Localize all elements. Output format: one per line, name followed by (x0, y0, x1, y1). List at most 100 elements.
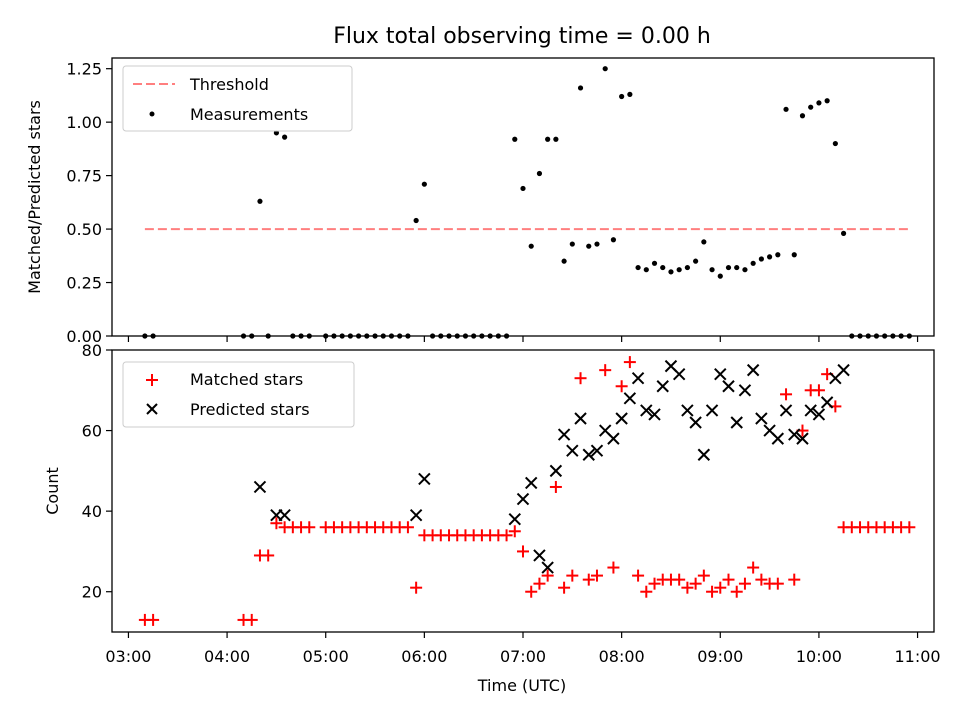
y-tick-label: 1.25 (66, 60, 102, 79)
measurements-point (668, 269, 674, 275)
predicted-stars-point (557, 428, 571, 441)
measurements-point (421, 181, 427, 187)
predicted-stars-point (804, 404, 817, 417)
y-tick-label: 60 (82, 422, 102, 441)
predicted-stars-point (746, 363, 760, 377)
measurements-point (808, 104, 814, 110)
chart-title: Flux total observing time = 0.00 h (333, 24, 711, 49)
matched-stars-point (590, 569, 603, 582)
measurements-point (545, 136, 551, 142)
count-legend-box (122, 361, 355, 428)
predicted-stars-point (672, 367, 686, 381)
predicted-stars-point (278, 508, 291, 522)
matched-stars-point (607, 561, 620, 574)
x-tick-label: 07:00 (500, 647, 546, 666)
x-tick-label: 09:00 (697, 647, 743, 666)
predicted-stars-point (697, 448, 711, 461)
x-tick-label: 03:00 (105, 647, 151, 666)
measurements-point (693, 258, 699, 264)
measurements-point (799, 113, 806, 119)
x-tick-label: 04:00 (204, 647, 250, 666)
ratio-panel: 0.00 0.25 0.50 0.75 1.00 1.25 Matched/Predict… (25, 57, 935, 346)
predicted-stars-point (549, 464, 563, 478)
ratio-axis-ticks: 0.00 0.25 0.50 0.75 1.00 1.25 (66, 60, 919, 346)
legend-predicted-label: Predicted stars (190, 400, 310, 419)
measurements-point (569, 241, 575, 247)
matched-stars-point (648, 577, 661, 590)
measurements-point (512, 136, 518, 142)
matched-stars-point (303, 521, 316, 534)
measurements-point (775, 252, 781, 258)
matched-stars-point (681, 581, 694, 594)
measurements-point (783, 106, 789, 112)
predicted-stars-point (689, 416, 702, 429)
measurements-point (701, 239, 707, 245)
matched-stars-point (566, 569, 579, 582)
y-tick-label: 0.00 (66, 327, 102, 346)
count-x-axis-label: Time (UTC) (477, 676, 566, 695)
predicted-stars-point (623, 392, 637, 405)
ratio-legend-box (122, 65, 353, 132)
measurements-point (528, 243, 534, 249)
predicted-stars-point (590, 444, 604, 457)
predicted-stars-point (681, 404, 694, 417)
predicted-stars-point (779, 404, 793, 417)
measurements-point (257, 198, 263, 204)
measurements-point (734, 264, 740, 271)
predicted-stars-point (656, 380, 669, 393)
measurements-point (767, 254, 773, 260)
matched-stars-point (640, 585, 653, 598)
predicted-stars-point (541, 561, 554, 574)
matched-stars-point (508, 525, 521, 538)
count-y-axis-label: Count (43, 467, 62, 515)
matched-stars-point (517, 545, 529, 558)
matched-stars-point (270, 517, 283, 530)
measurements-point (832, 140, 838, 147)
ratio-y-axis-label: Matched/Predicted stars (25, 100, 44, 294)
legend-measurements-label: Measurements (190, 105, 308, 124)
ratio-plot-area (142, 66, 912, 339)
matched-stars-point (582, 573, 595, 586)
predicted-stars-point (607, 432, 620, 445)
predicted-stars-point (615, 412, 628, 425)
measurements-point (602, 66, 608, 72)
predicted-stars-point (648, 408, 661, 421)
matched-stars-point (780, 388, 793, 401)
ratio-legend: Threshold Measurements (122, 65, 353, 132)
predicted-stars-point (533, 549, 546, 562)
count-legend: Matched stars Predicted stars (122, 361, 355, 428)
measurements-point (824, 98, 830, 104)
predicted-stars-point (574, 412, 587, 425)
y-tick-label: 40 (82, 502, 102, 521)
matched-stars-point (771, 577, 784, 590)
predicted-stars-point (738, 384, 752, 397)
predicted-stars-point (253, 480, 267, 494)
measurements-point (717, 273, 723, 279)
measurements-point (586, 243, 592, 249)
matched-stars-point (599, 364, 612, 377)
predicted-stars-point (755, 412, 768, 425)
matched-stars-point (714, 581, 727, 594)
predicted-stars-point (812, 408, 826, 421)
predicted-stars-point (730, 416, 743, 429)
y-tick-label: 20 (82, 583, 102, 602)
predicted-stars-point (525, 476, 538, 490)
measurements-point (619, 93, 625, 100)
predicted-stars-point (409, 508, 423, 522)
matched-stars-point (722, 573, 735, 586)
y-tick-label: 80 (82, 341, 102, 360)
matched-stars-point (788, 573, 801, 586)
measurements-point (594, 241, 600, 247)
predicted-stars-point (508, 512, 521, 526)
x-tick-label: 10:00 (796, 647, 842, 666)
x-tick-label: 11:00 (895, 647, 941, 666)
matched-stars-point (549, 480, 562, 493)
predicted-stars-point (705, 404, 719, 417)
count-plot-area (138, 356, 916, 626)
measurements-point (520, 185, 526, 192)
measurements-point (684, 264, 691, 271)
measurements-point (742, 267, 748, 273)
matched-stars-point (262, 549, 275, 562)
predicted-stars-point (566, 444, 579, 457)
